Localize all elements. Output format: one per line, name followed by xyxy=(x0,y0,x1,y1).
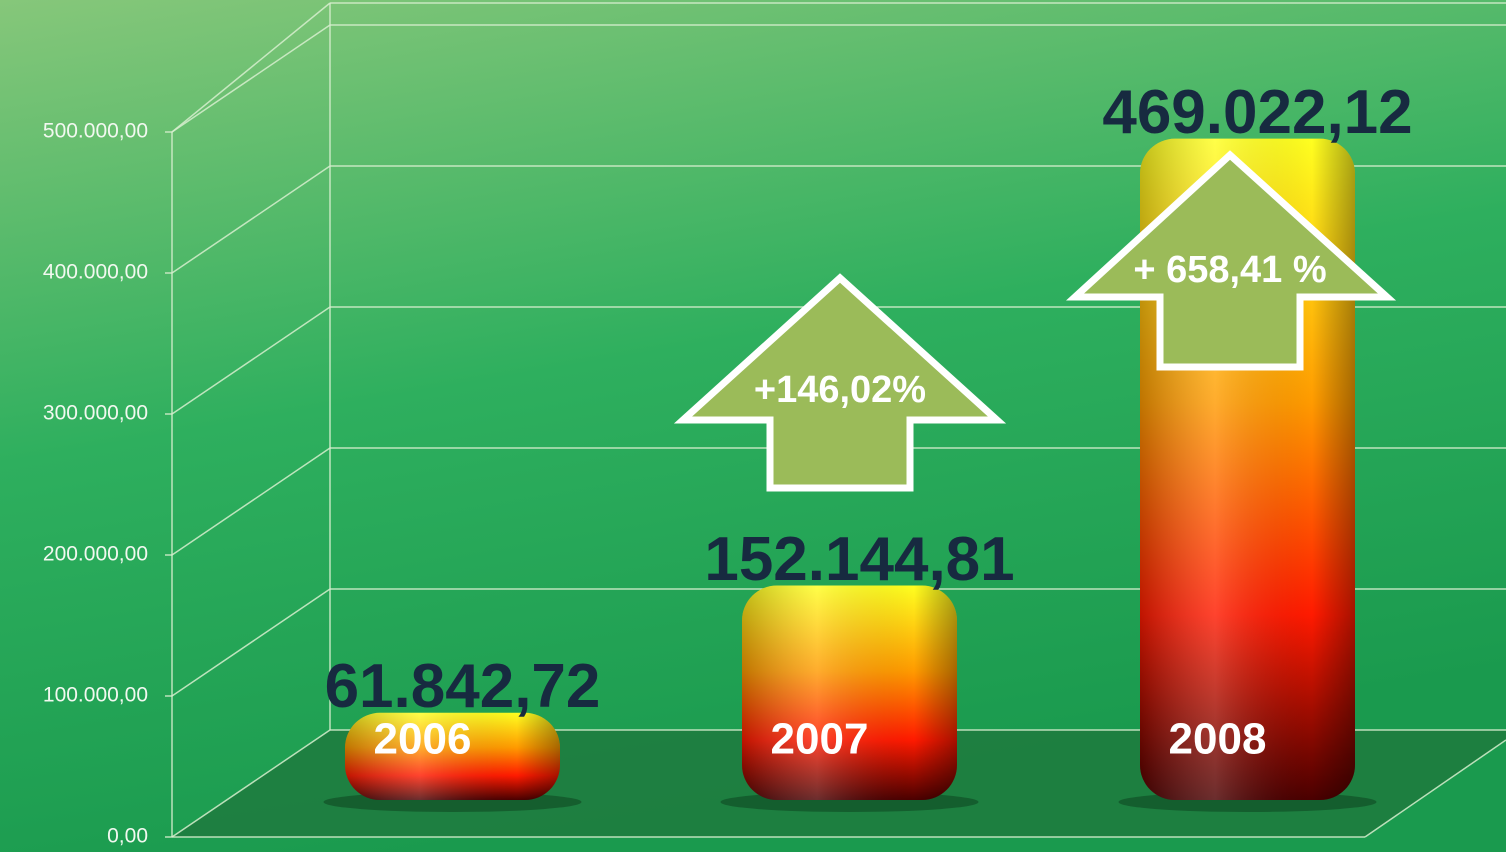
value-label: 152.144,81 xyxy=(704,525,1014,594)
category-label: 2006 xyxy=(374,715,472,764)
annotation: +146,02% xyxy=(754,369,926,411)
page: 0,00 100.000,00 200.000,00 300.000,00 400.00… xyxy=(0,0,1506,852)
value-label: 469.022,12 xyxy=(1102,78,1412,147)
y-tick-label: 200.000,00 xyxy=(43,543,148,566)
category-label: 2007 xyxy=(771,715,869,764)
value-label: 61.842,72 xyxy=(325,652,601,721)
y-tick-label: 400.000,00 xyxy=(43,261,148,284)
annotation: + 658,41 % xyxy=(1133,249,1326,291)
y-tick-label: 0,00 xyxy=(107,825,148,848)
chart: 0,00 100.000,00 200.000,00 300.000,00 400.00… xyxy=(0,0,1506,852)
bar-shine xyxy=(742,585,957,800)
y-tick-label: 500.000,00 xyxy=(43,120,148,143)
category-label: 2008 xyxy=(1169,715,1267,764)
y-tick-label: 300.000,00 xyxy=(43,402,148,425)
y-tick-label: 100.000,00 xyxy=(43,684,148,707)
